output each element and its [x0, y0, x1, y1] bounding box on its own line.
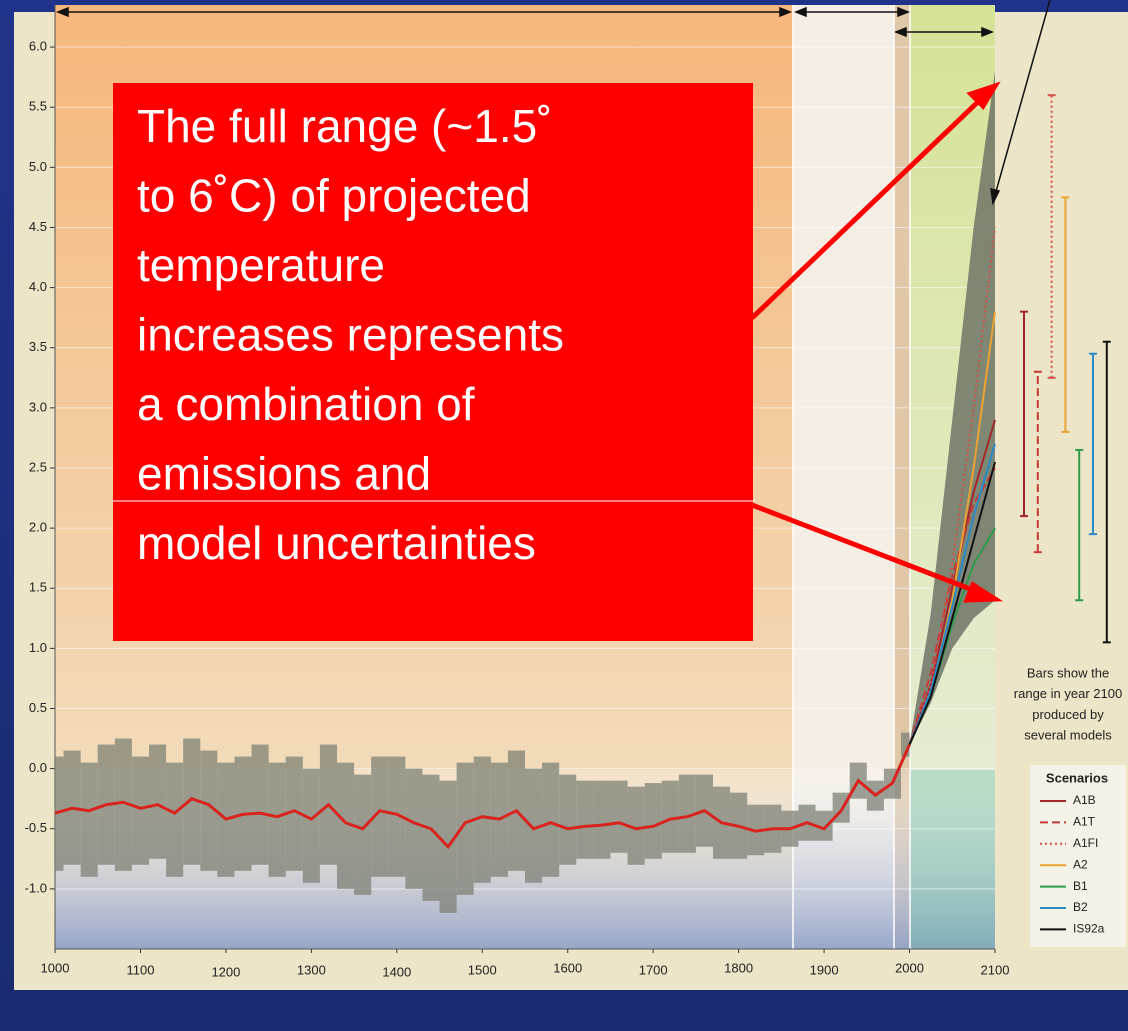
y-tick-label: 1.5 [29, 580, 47, 595]
region-below-zero-future [910, 770, 995, 949]
annotation-arrows [750, 81, 1004, 603]
y-tick-label: 1.0 [29, 640, 47, 655]
history-band [337, 762, 355, 889]
projection-envelope [909, 71, 995, 745]
scenario-line [908, 467, 996, 745]
annotation-text: increases represents [137, 309, 564, 361]
history-band [678, 774, 696, 853]
scenario-line [908, 461, 996, 745]
history-band [268, 762, 286, 877]
history-line [54, 743, 911, 850]
x-tick-label: 1900 [810, 962, 839, 977]
annotation-text: a combination of [137, 378, 475, 430]
x-tick-label: 1300 [297, 962, 326, 977]
history-band [593, 780, 611, 859]
bars-note: produced by [1032, 707, 1104, 722]
history-band [388, 756, 406, 877]
y-tick-label: 3.5 [29, 339, 47, 354]
history-band [183, 738, 201, 865]
x-tick-label: 2100 [981, 962, 1010, 977]
legend-label: A1B [1073, 793, 1096, 807]
history-band [405, 768, 423, 889]
y-tick-label: 3.0 [29, 399, 47, 414]
y-tick-label: 5.5 [29, 99, 47, 114]
y-tick-label: 0.5 [29, 700, 47, 715]
history-band [901, 732, 910, 757]
bars-note: range in year 2100 [1014, 686, 1122, 701]
x-tick-label: 1000 [41, 960, 70, 975]
period-arrows [55, 0, 1051, 206]
history-band [644, 783, 662, 859]
y-tick-label: 2.0 [29, 520, 47, 535]
history-band [354, 774, 372, 895]
y-tick-label: 0.0 [29, 760, 47, 775]
y-tick-label: 5.0 [29, 159, 47, 174]
annotation-text: emissions and [137, 448, 431, 500]
history-band [559, 774, 577, 865]
history-band [166, 762, 184, 877]
x-tick-label: 1100 [126, 962, 154, 977]
y-tick-label: 6.0 [29, 39, 47, 54]
bars-note: several models [1024, 728, 1112, 743]
legend-label: A2 [1073, 857, 1088, 871]
scenario-line [908, 227, 996, 745]
legend-box [1030, 765, 1126, 947]
legend-title: Scenarios [1046, 770, 1108, 785]
x-tick-label: 1800 [724, 960, 753, 975]
overlay: The full range (~1.5˚ to 6˚C) of projecte… [113, 81, 1004, 641]
legend-label: A1FI [1073, 836, 1098, 850]
x-tick-label: 1400 [382, 964, 411, 979]
history-band [661, 780, 679, 853]
legend-label: B1 [1073, 879, 1088, 893]
annotation-text: model uncertainties [137, 517, 536, 569]
history-band [371, 756, 389, 877]
history-band [473, 756, 491, 883]
history-band [456, 762, 474, 895]
history-band [627, 786, 645, 865]
annotation-box [113, 83, 753, 641]
history-band [149, 744, 167, 859]
history-band [815, 810, 833, 841]
history-band [131, 756, 149, 865]
y-tick-label: 2.5 [29, 459, 47, 474]
annotation-text: temperature [137, 239, 385, 291]
history-band [302, 768, 320, 883]
history-band [525, 768, 543, 883]
history-band [285, 756, 303, 871]
history-band [55, 756, 64, 871]
legend-label: B2 [1073, 900, 1088, 914]
history-band [200, 750, 218, 871]
scenario-line [908, 443, 996, 745]
history-band [610, 780, 628, 853]
legend-label: IS92a [1073, 922, 1105, 936]
history-band [251, 744, 269, 865]
x-tick-label: 1700 [639, 962, 668, 977]
x-tick-label: 1200 [211, 964, 240, 979]
y-tick-label: -0.5 [25, 820, 47, 835]
region-recent [894, 5, 910, 949]
history-band [576, 780, 594, 859]
y-tick-label: -1.0 [25, 880, 47, 895]
bars-note: Bars show the [1027, 665, 1109, 680]
x-tick-label: 2000 [895, 960, 924, 975]
history-band [80, 762, 98, 877]
annotation-text: to 6˚C) of projected [137, 170, 531, 222]
x-tick-label: 1600 [553, 960, 582, 975]
x-tick-label: 1500 [468, 962, 497, 977]
annotation-text: The full range (~1.5˚ [137, 100, 553, 152]
legend-label: A1T [1073, 815, 1096, 829]
plot: -1.0 -0.5 0.0 0.5 1.0 1.5 2.0 2.5 3.0 3.5 4.0 4.5 5.… [25, 5, 1111, 979]
history-band [422, 774, 440, 901]
history-band [114, 738, 132, 871]
y-tick-label: 4.0 [29, 279, 47, 294]
y-tick-label: 4.5 [29, 219, 47, 234]
scenario-line [908, 419, 996, 745]
history-band [542, 762, 560, 877]
